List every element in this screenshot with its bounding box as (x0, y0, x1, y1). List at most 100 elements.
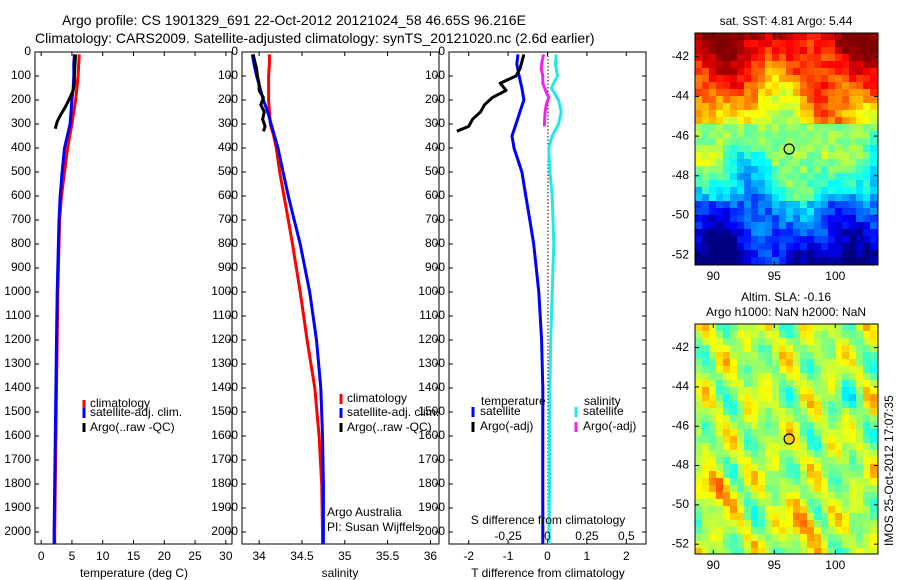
sla-map-cell (737, 450, 745, 458)
sst-map-cell (793, 82, 801, 90)
sst-map-cell (772, 82, 780, 90)
sla-map-cell (779, 471, 787, 479)
sla-map-cell (758, 408, 766, 416)
sst-map-cell (723, 173, 731, 181)
sst-map-cell (870, 194, 878, 202)
sla-map-cell (765, 478, 773, 486)
sst-map-cell (814, 75, 822, 83)
sst-map-cell (709, 110, 717, 118)
sla-map-cell (779, 436, 787, 444)
sst-map-cell (863, 54, 871, 62)
sst-map-cell (730, 124, 738, 132)
sst-map-cell (730, 75, 738, 83)
sst-map-cell (744, 166, 752, 174)
sla-map-cell (814, 415, 822, 423)
sst-map-cell (723, 180, 731, 188)
sla-map-cell (870, 520, 878, 528)
sla-map-cell (723, 520, 731, 528)
sst-map-cell (758, 208, 766, 216)
sla-map-cell (744, 443, 752, 451)
sla-map-cell (716, 373, 724, 381)
sla-map-cell (709, 387, 717, 395)
sla-map-cell (835, 457, 843, 465)
sla-map-cell (758, 324, 766, 332)
sla-map-cell (779, 478, 787, 486)
sla-map-cell (863, 443, 871, 451)
sst-map-cell (842, 152, 850, 160)
sst-map-cell (863, 75, 871, 83)
sst-map-cell (737, 215, 745, 223)
sst-map-cell (695, 243, 703, 251)
salinity-legend-satellite: satellite-adj. clim. (347, 405, 439, 419)
sst-map-cell (751, 117, 759, 125)
sla-map-cell (723, 478, 731, 486)
sst-map-cell (849, 194, 857, 202)
sst-map-cell (870, 215, 878, 223)
sla-map-cell (758, 499, 766, 507)
sst-map-cell (821, 215, 829, 223)
sst-map-cell (849, 222, 857, 230)
sla-map-cell (730, 331, 738, 339)
sla-map-cell (828, 506, 836, 514)
sla-map-cell (863, 471, 871, 479)
sla-map-cell (772, 394, 780, 402)
sla-map-cell (730, 478, 738, 486)
sla-map-cell (709, 478, 717, 486)
sst-map-cell (828, 250, 836, 258)
sla-map-cell (765, 331, 773, 339)
sla-map-cell (807, 499, 815, 507)
diff-ytick-label: 500 (425, 164, 445, 178)
sst-map-cell (730, 96, 738, 104)
sla-map-cell (849, 359, 857, 367)
sla-map-cell (863, 506, 871, 514)
sla-map-cell (856, 513, 864, 521)
sla-map-cell (821, 457, 829, 465)
sla-map-cell (793, 359, 801, 367)
sst-map-cell (863, 250, 871, 258)
sla-map-cell (765, 324, 773, 332)
sla-map-cell (758, 520, 766, 528)
sla-map-cell (744, 373, 752, 381)
sst-map-cell (807, 131, 815, 139)
sst-map-cell (744, 152, 752, 160)
sla-xtick-label: 90 (707, 558, 721, 572)
sst-map-cell (821, 173, 829, 181)
sst-map-cell (793, 61, 801, 69)
sst-map-cell (842, 194, 850, 202)
sst-map-cell (744, 110, 752, 118)
sla-map-cell (863, 457, 871, 465)
sst-map-cell (842, 75, 850, 83)
sla-map-cell (779, 548, 787, 554)
sla-map-cell (863, 478, 871, 486)
sla-map-cell (793, 324, 801, 332)
sla-map-cell (828, 541, 836, 549)
sst-map-cell (779, 243, 787, 251)
sst-map-cell (751, 131, 759, 139)
sla-map-cell (751, 324, 759, 332)
sla-map-cell (744, 541, 752, 549)
sla-map-cell (807, 380, 815, 388)
sla-map-cell (758, 415, 766, 423)
sst-map-cell (842, 180, 850, 188)
sla-map-cell (779, 352, 787, 360)
sst-map-cell (723, 222, 731, 230)
sla-map-cell (807, 408, 815, 416)
sst-map-cell (856, 82, 864, 90)
sst-map-cell (807, 89, 815, 97)
sla-map-cell (849, 345, 857, 353)
sst-map-cell (849, 229, 857, 237)
sst-map-cell (695, 194, 703, 202)
sst-map-cell (751, 201, 759, 209)
sst-map-cell (863, 180, 871, 188)
sla-map-cell (842, 401, 850, 409)
sst-map-cell (744, 145, 752, 153)
sst-map-cell (786, 54, 794, 62)
sla-map-cell (758, 464, 766, 472)
sla-map-cell (828, 387, 836, 395)
sla-map-cell (863, 541, 871, 549)
sst-map-cell (779, 131, 787, 139)
sla-map-cell (744, 534, 752, 542)
temp-ytick-label: 400 (11, 140, 31, 154)
sst-map-cell (751, 68, 759, 76)
sst-map-cell (849, 75, 857, 83)
